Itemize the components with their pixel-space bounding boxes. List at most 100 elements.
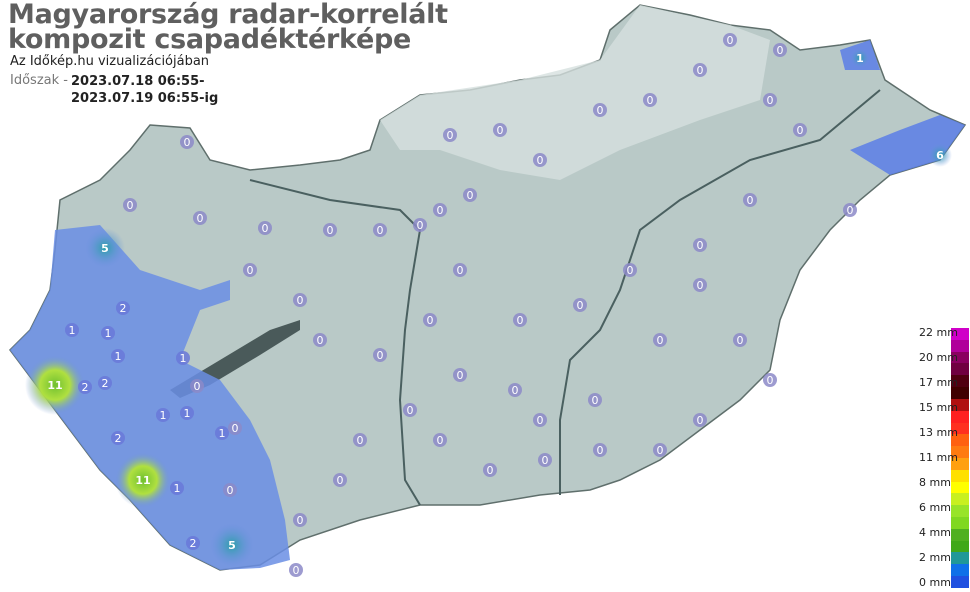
- legend-swatch: [951, 351, 969, 364]
- station-dot: [65, 323, 79, 337]
- legend-swatch: [951, 517, 969, 529]
- station-marker[interactable]: 0: [513, 313, 527, 327]
- station-marker[interactable]: 1: [156, 408, 170, 422]
- station-marker[interactable]: 0: [190, 379, 204, 393]
- station-dot: [373, 223, 387, 237]
- station-dot: [508, 383, 522, 397]
- station-dot: [483, 463, 497, 477]
- station-marker[interactable]: 0: [653, 333, 667, 347]
- station-marker[interactable]: 0: [793, 123, 807, 137]
- legend-swatch: [951, 528, 969, 541]
- station-marker[interactable]: 0: [180, 135, 194, 149]
- station-marker[interactable]: 0: [413, 218, 427, 232]
- legend-swatch: [951, 564, 969, 577]
- station-marker[interactable]: 0: [433, 203, 447, 217]
- station-marker[interactable]: 0: [123, 198, 137, 212]
- station-marker[interactable]: 0: [653, 443, 667, 457]
- station-dot: [156, 408, 170, 422]
- station-marker[interactable]: 0: [623, 263, 637, 277]
- station-value: 1: [105, 327, 112, 340]
- station-marker[interactable]: 0: [843, 203, 857, 217]
- station-marker[interactable]: 0: [258, 221, 272, 235]
- station-marker[interactable]: 0: [693, 278, 707, 292]
- station-marker[interactable]: 0: [443, 128, 457, 142]
- station-marker[interactable]: 0: [323, 223, 337, 237]
- station-marker[interactable]: 0: [228, 421, 242, 435]
- station-marker[interactable]: 0: [373, 223, 387, 237]
- station-marker[interactable]: 0: [333, 473, 347, 487]
- rain-peak-value: 5: [101, 242, 109, 255]
- station-dot: [643, 93, 657, 107]
- legend-label: 2 mm: [919, 551, 951, 564]
- station-marker[interactable]: 0: [293, 513, 307, 527]
- station-marker[interactable]: 0: [693, 238, 707, 252]
- station-marker[interactable]: 0: [763, 93, 777, 107]
- station-marker[interactable]: 0: [593, 443, 607, 457]
- station-marker[interactable]: 1: [215, 426, 229, 440]
- station-marker[interactable]: 0: [223, 483, 237, 497]
- station-value: 0: [437, 204, 444, 217]
- north-highlands: [380, 5, 770, 180]
- station-marker[interactable]: 0: [743, 193, 757, 207]
- station-marker[interactable]: 0: [773, 43, 787, 57]
- station-marker[interactable]: 2: [78, 380, 92, 394]
- station-value: 0: [657, 444, 664, 457]
- station-dot: [593, 443, 607, 457]
- station-marker[interactable]: 0: [293, 293, 307, 307]
- station-value: 0: [487, 464, 494, 477]
- station-marker[interactable]: 1: [101, 326, 115, 340]
- station-marker[interactable]: 0: [643, 93, 657, 107]
- station-marker[interactable]: 1: [111, 349, 125, 363]
- station-marker[interactable]: 0: [463, 188, 477, 202]
- station-marker[interactable]: 0: [403, 403, 417, 417]
- station-dot: [228, 421, 242, 435]
- station-marker[interactable]: 0: [693, 413, 707, 427]
- station-marker[interactable]: 0: [289, 563, 303, 577]
- station-marker[interactable]: 0: [533, 153, 547, 167]
- station-value: 0: [327, 224, 334, 237]
- station-value: 0: [127, 199, 134, 212]
- station-marker[interactable]: 0: [483, 463, 497, 477]
- legend-swatch: [951, 387, 969, 399]
- station-marker[interactable]: 0: [193, 211, 207, 225]
- station-marker[interactable]: 0: [733, 333, 747, 347]
- station-marker[interactable]: 2: [186, 536, 200, 550]
- station-marker[interactable]: 0: [423, 313, 437, 327]
- station-marker[interactable]: 1: [65, 323, 79, 337]
- station-marker[interactable]: 0: [533, 413, 547, 427]
- station-value: 0: [467, 189, 474, 202]
- station-marker[interactable]: 0: [373, 348, 387, 362]
- legend-swatch: [951, 363, 969, 376]
- station-marker[interactable]: 0: [493, 123, 507, 137]
- station-value: 0: [627, 264, 634, 277]
- legend-swatch: [951, 552, 969, 565]
- station-marker[interactable]: 0: [573, 298, 587, 312]
- station-marker[interactable]: 0: [453, 263, 467, 277]
- station-marker[interactable]: 2: [116, 301, 130, 315]
- station-marker[interactable]: 1: [170, 481, 184, 495]
- station-value: 0: [747, 194, 754, 207]
- station-marker[interactable]: 0: [588, 393, 602, 407]
- station-marker[interactable]: 1: [180, 406, 194, 420]
- tisza-river: [559, 89, 881, 495]
- station-marker[interactable]: 0: [433, 433, 447, 447]
- station-marker[interactable]: 0: [313, 333, 327, 347]
- station-value: 0: [542, 454, 549, 467]
- station-marker[interactable]: 0: [763, 373, 777, 387]
- station-marker[interactable]: 1: [176, 351, 190, 365]
- station-marker[interactable]: 2: [98, 376, 112, 390]
- station-marker[interactable]: 0: [723, 33, 737, 47]
- station-marker[interactable]: 2: [111, 431, 125, 445]
- station-marker[interactable]: 0: [538, 453, 552, 467]
- station-marker[interactable]: 0: [453, 368, 467, 382]
- period-from: 2023.07.18 06:55-: [71, 74, 205, 89]
- station-marker[interactable]: 0: [508, 383, 522, 397]
- station-dot: [533, 153, 547, 167]
- station-dot: [78, 380, 92, 394]
- station-marker[interactable]: 0: [593, 103, 607, 117]
- station-marker[interactable]: 0: [353, 433, 367, 447]
- station-marker[interactable]: 0: [693, 63, 707, 77]
- station-marker[interactable]: 0: [243, 263, 257, 277]
- station-value: 0: [577, 299, 584, 312]
